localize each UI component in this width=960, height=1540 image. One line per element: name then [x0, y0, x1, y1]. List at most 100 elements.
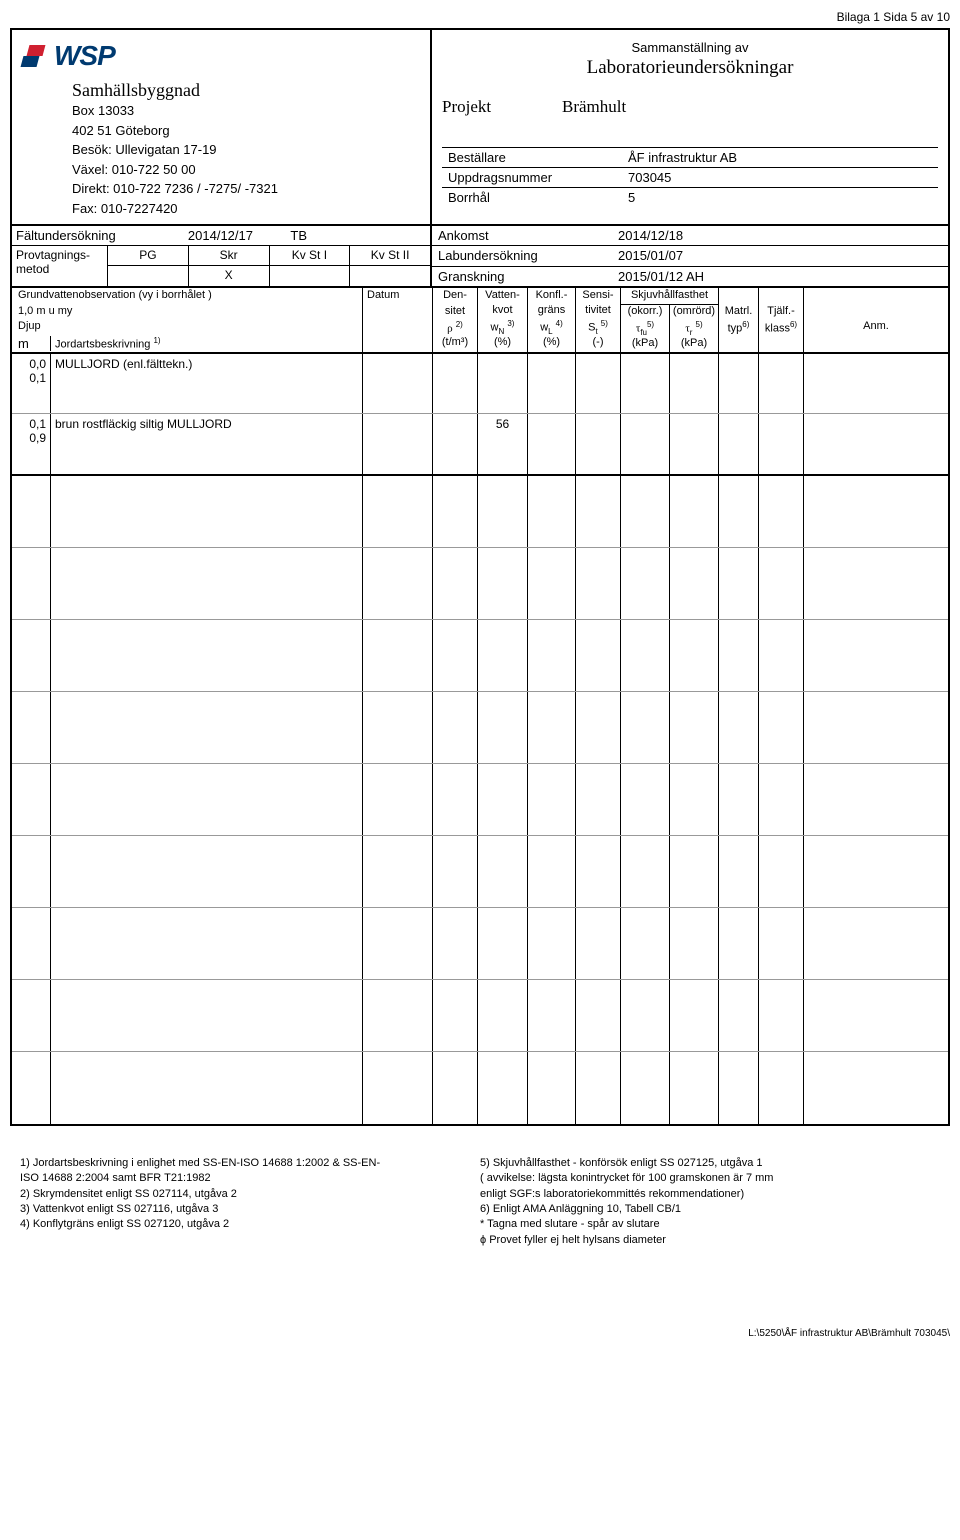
okorr-label: (okorr.) [621, 305, 669, 320]
sensi-unit: (-) [578, 336, 618, 351]
uppdrag-label: Uppdragsnummer [448, 170, 628, 185]
company-unit: Samhällsbyggnad [22, 80, 420, 101]
okorr-unit: (kPa) [621, 337, 669, 352]
omrord-label: (omrörd) [670, 305, 718, 320]
sampling-mark-kvst1 [270, 266, 350, 286]
project-label: Projekt [442, 97, 562, 117]
sampling-col-kvst1: Kv St I [270, 246, 350, 266]
gransk-row: Granskning 2015/01/12 AH [432, 266, 948, 286]
doc-title: Laboratorieundersökningar [442, 57, 938, 79]
den-h1: Den- [435, 289, 475, 304]
den-sym: ρ 2) [435, 320, 475, 335]
gw-depth: 1,0 m u my [18, 305, 360, 320]
data-table: 0,00,1 MULLJORD (enl.fälttekn.) 0,10,9 b… [12, 352, 948, 474]
footnote-r6: ϕ Provet fyller ej helt hylsans diameter [480, 1233, 940, 1248]
den-h2: sitet [435, 305, 475, 320]
field-survey-row: Fältundersökning 2014/12/17 TB Ankomst 2… [12, 226, 948, 245]
address-line-2: 402 51 Göteborg [22, 121, 420, 141]
sampling-label: Provtagnings- metod [12, 246, 107, 286]
tjalf-h1: Tjälf.- [761, 305, 801, 320]
address-line-1: Box 13033 [22, 101, 420, 121]
wsp-logo: WSP [22, 40, 115, 72]
footnotes: 1) Jordartsbeskrivning i enlighet med SS… [10, 1156, 950, 1248]
sampling-col-kvst2: Kv St II [350, 246, 430, 266]
footnote-r4: 6) Enligt AMA Anläggning 10, Tabell CB/1 [480, 1202, 940, 1217]
project-row: Projekt Brämhult [442, 97, 938, 117]
meta-section: Fältundersökning 2014/12/17 TB Ankomst 2… [12, 224, 948, 286]
empty-rows [12, 474, 948, 1124]
footnote-l3: 2) Skrymdensitet enligt SS 027114, utgåv… [20, 1187, 460, 1202]
footnote-l2: ISO 14688 2:2004 samt BFR T21:1982 [20, 1171, 460, 1186]
depth-cell: 0,00,1 [12, 354, 50, 413]
borrhal-value: 5 [628, 190, 828, 205]
tjalf-h2: klass6) [761, 320, 801, 335]
ankomst-value: 2014/12/18 [618, 228, 818, 243]
footnote-r5: * Tagna med slutare - spår av slutare [480, 1217, 940, 1232]
sampling-mark-skr: X [189, 266, 269, 286]
sampling-mark-kvst2 [350, 266, 430, 286]
jord-label: Jordartsbeskrivning 1) [50, 336, 161, 351]
address-line-3: Besök: Ullevigatan 17-19 [22, 140, 420, 160]
column-headers: Grundvattenobservation (vy i borrhålet )… [12, 286, 948, 352]
address-line-4: Växel: 010-722 50 00 [22, 160, 420, 180]
field-date: 2014/12/17 [142, 226, 257, 245]
filepath: L:\5250\ÅF infrastruktur AB\Brämhult 703… [10, 1328, 950, 1339]
skjuv-label: Skjuvhållfasthet [621, 288, 718, 303]
vatten-cell [477, 354, 527, 413]
title-block: Sammanställning av Laboratorieundersökni… [432, 30, 948, 224]
vatten-h2: kvot [480, 304, 525, 319]
top-section: WSP Samhällsbyggnad Box 13033 402 51 Göt… [12, 30, 948, 224]
project-value: Brämhult [562, 97, 626, 117]
borrhal-label: Borrhål [448, 190, 628, 205]
borrhal-row: Borrhål 5 [442, 187, 938, 207]
omrord-sym: τr 5) [670, 320, 718, 337]
sampling-mark-pg [108, 266, 188, 286]
sampling-col-skr: Skr [189, 246, 269, 266]
vatten-cell: 56 [477, 414, 527, 474]
address-line-6: Fax: 010-7227420 [22, 199, 420, 219]
footnote-r2: ( avvikelse: lägsta konintrycket för 100… [480, 1171, 940, 1186]
footnote-l4: 3) Vattenkvot enligt SS 027116, utgåva 3 [20, 1202, 460, 1217]
konfl-h1: Konfl.- [530, 289, 573, 304]
konfl-unit: (%) [530, 336, 573, 351]
anm-label: Anm. [806, 320, 946, 335]
uppdrag-value: 703045 [628, 170, 828, 185]
matrl-h1: Matrl. [721, 305, 756, 320]
desc-cell: MULLJORD (enl.fälttekn.) [50, 354, 362, 413]
lab-row: Labundersökning 2015/01/07 [432, 246, 948, 266]
logo-mark-icon [22, 45, 50, 67]
bestallare-row: Beställare ÅF infrastruktur AB [442, 147, 938, 167]
omrord-unit: (kPa) [670, 337, 718, 352]
footnote-r1: 5) Skjuvhållfasthet - konförsök enligt S… [480, 1156, 940, 1171]
field-label: Fältundersökning [12, 226, 142, 245]
vatten-h1: Vatten- [480, 289, 525, 304]
depth-cell: 0,10,9 [12, 414, 50, 474]
sampling-col-pg: PG [108, 246, 188, 266]
matrl-h2: typ6) [721, 320, 756, 335]
bestallare-label: Beställare [448, 150, 628, 165]
sensi-sym: St 5) [578, 319, 618, 336]
den-unit: (t/m³) [435, 336, 475, 351]
document-frame: WSP Samhällsbyggnad Box 13033 402 51 Göt… [10, 28, 950, 1126]
table-row: 0,00,1 MULLJORD (enl.fälttekn.) [12, 354, 948, 414]
konfl-h2: gräns [530, 304, 573, 319]
konfl-sym: wL 4) [530, 319, 573, 336]
m-label: m [18, 336, 50, 351]
footnote-l1: 1) Jordartsbeskrivning i enlighet med SS… [20, 1156, 460, 1171]
field-init: TB [257, 226, 317, 245]
page-header: Bilaga 1 Sida 5 av 10 [10, 10, 950, 24]
footnote-r3: enligt SGF:s laboratoriekommittés rekomm… [480, 1187, 940, 1202]
uppdrag-row: Uppdragsnummer 703045 [442, 167, 938, 187]
sampling-row: Provtagnings- metod PG Skr X Kv St I [12, 245, 948, 286]
okorr-sym: τfu5) [621, 320, 669, 337]
footnote-l5: 4) Konflytgräns enligt SS 027120, utgåva… [20, 1217, 460, 1232]
compilation-label: Sammanställning av [442, 40, 938, 55]
djup-label: Djup [18, 320, 360, 335]
sensi-h1: Sensi- [578, 289, 618, 304]
datum-label: Datum [367, 289, 430, 304]
address-line-5: Direkt: 010-722 7236 / -7275/ -7321 [22, 179, 420, 199]
gw-label: Grundvattenobservation (vy i borrhålet ) [18, 289, 360, 304]
vatten-unit: (%) [480, 336, 525, 351]
desc-cell: brun rostfläckig siltig MULLJORD [50, 414, 362, 474]
vatten-sym: wN 3) [480, 319, 525, 336]
